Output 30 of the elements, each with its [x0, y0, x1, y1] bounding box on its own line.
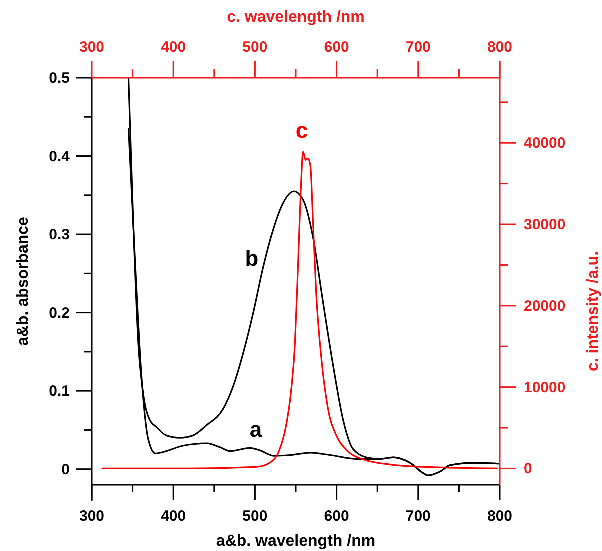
x2-tick-label: 500 [242, 508, 268, 525]
x2-tick-label: 700 [406, 508, 431, 525]
x-tick-label: 400 [161, 39, 186, 56]
y-tick-label: 0 [62, 461, 70, 478]
y2-tick-label: 0 [524, 460, 532, 478]
x-tick-label: 600 [324, 39, 350, 56]
x-tick-label: 500 [242, 39, 268, 56]
annotation: b [245, 246, 259, 271]
y-tick-label: 0.1 [49, 383, 70, 400]
x2-tick-label: 800 [487, 508, 513, 525]
annotation: a [250, 417, 263, 442]
y2-tick-label: 30000 [524, 216, 566, 234]
x2-axis-title: c. wavelength /nm [227, 9, 365, 26]
y2-tick-label: 40000 [524, 135, 566, 152]
x-axis-title: a&b. wavelength /nm [216, 533, 376, 550]
y-tick-label: 0.2 [49, 304, 70, 322]
x-tick-label: 700 [406, 39, 431, 56]
y-axis-title: a&b. absorbance [15, 216, 32, 346]
x-tick-label: 300 [79, 39, 105, 56]
x2-tick-label: 600 [324, 508, 350, 525]
annotation: c [296, 118, 308, 143]
y-tick-label: 0.3 [49, 226, 70, 244]
x2-tick-label: 300 [79, 508, 105, 525]
y2-axis-title: c. intensity /a.u. [585, 251, 602, 372]
x-tick-label: 800 [487, 39, 513, 56]
y-tick-label: 0.4 [49, 148, 71, 166]
y-tick-label: 0.5 [49, 70, 70, 87]
x2-tick-label: 400 [161, 508, 186, 525]
y2-tick-label: 20000 [524, 298, 566, 315]
y2-tick-label: 10000 [524, 379, 566, 396]
